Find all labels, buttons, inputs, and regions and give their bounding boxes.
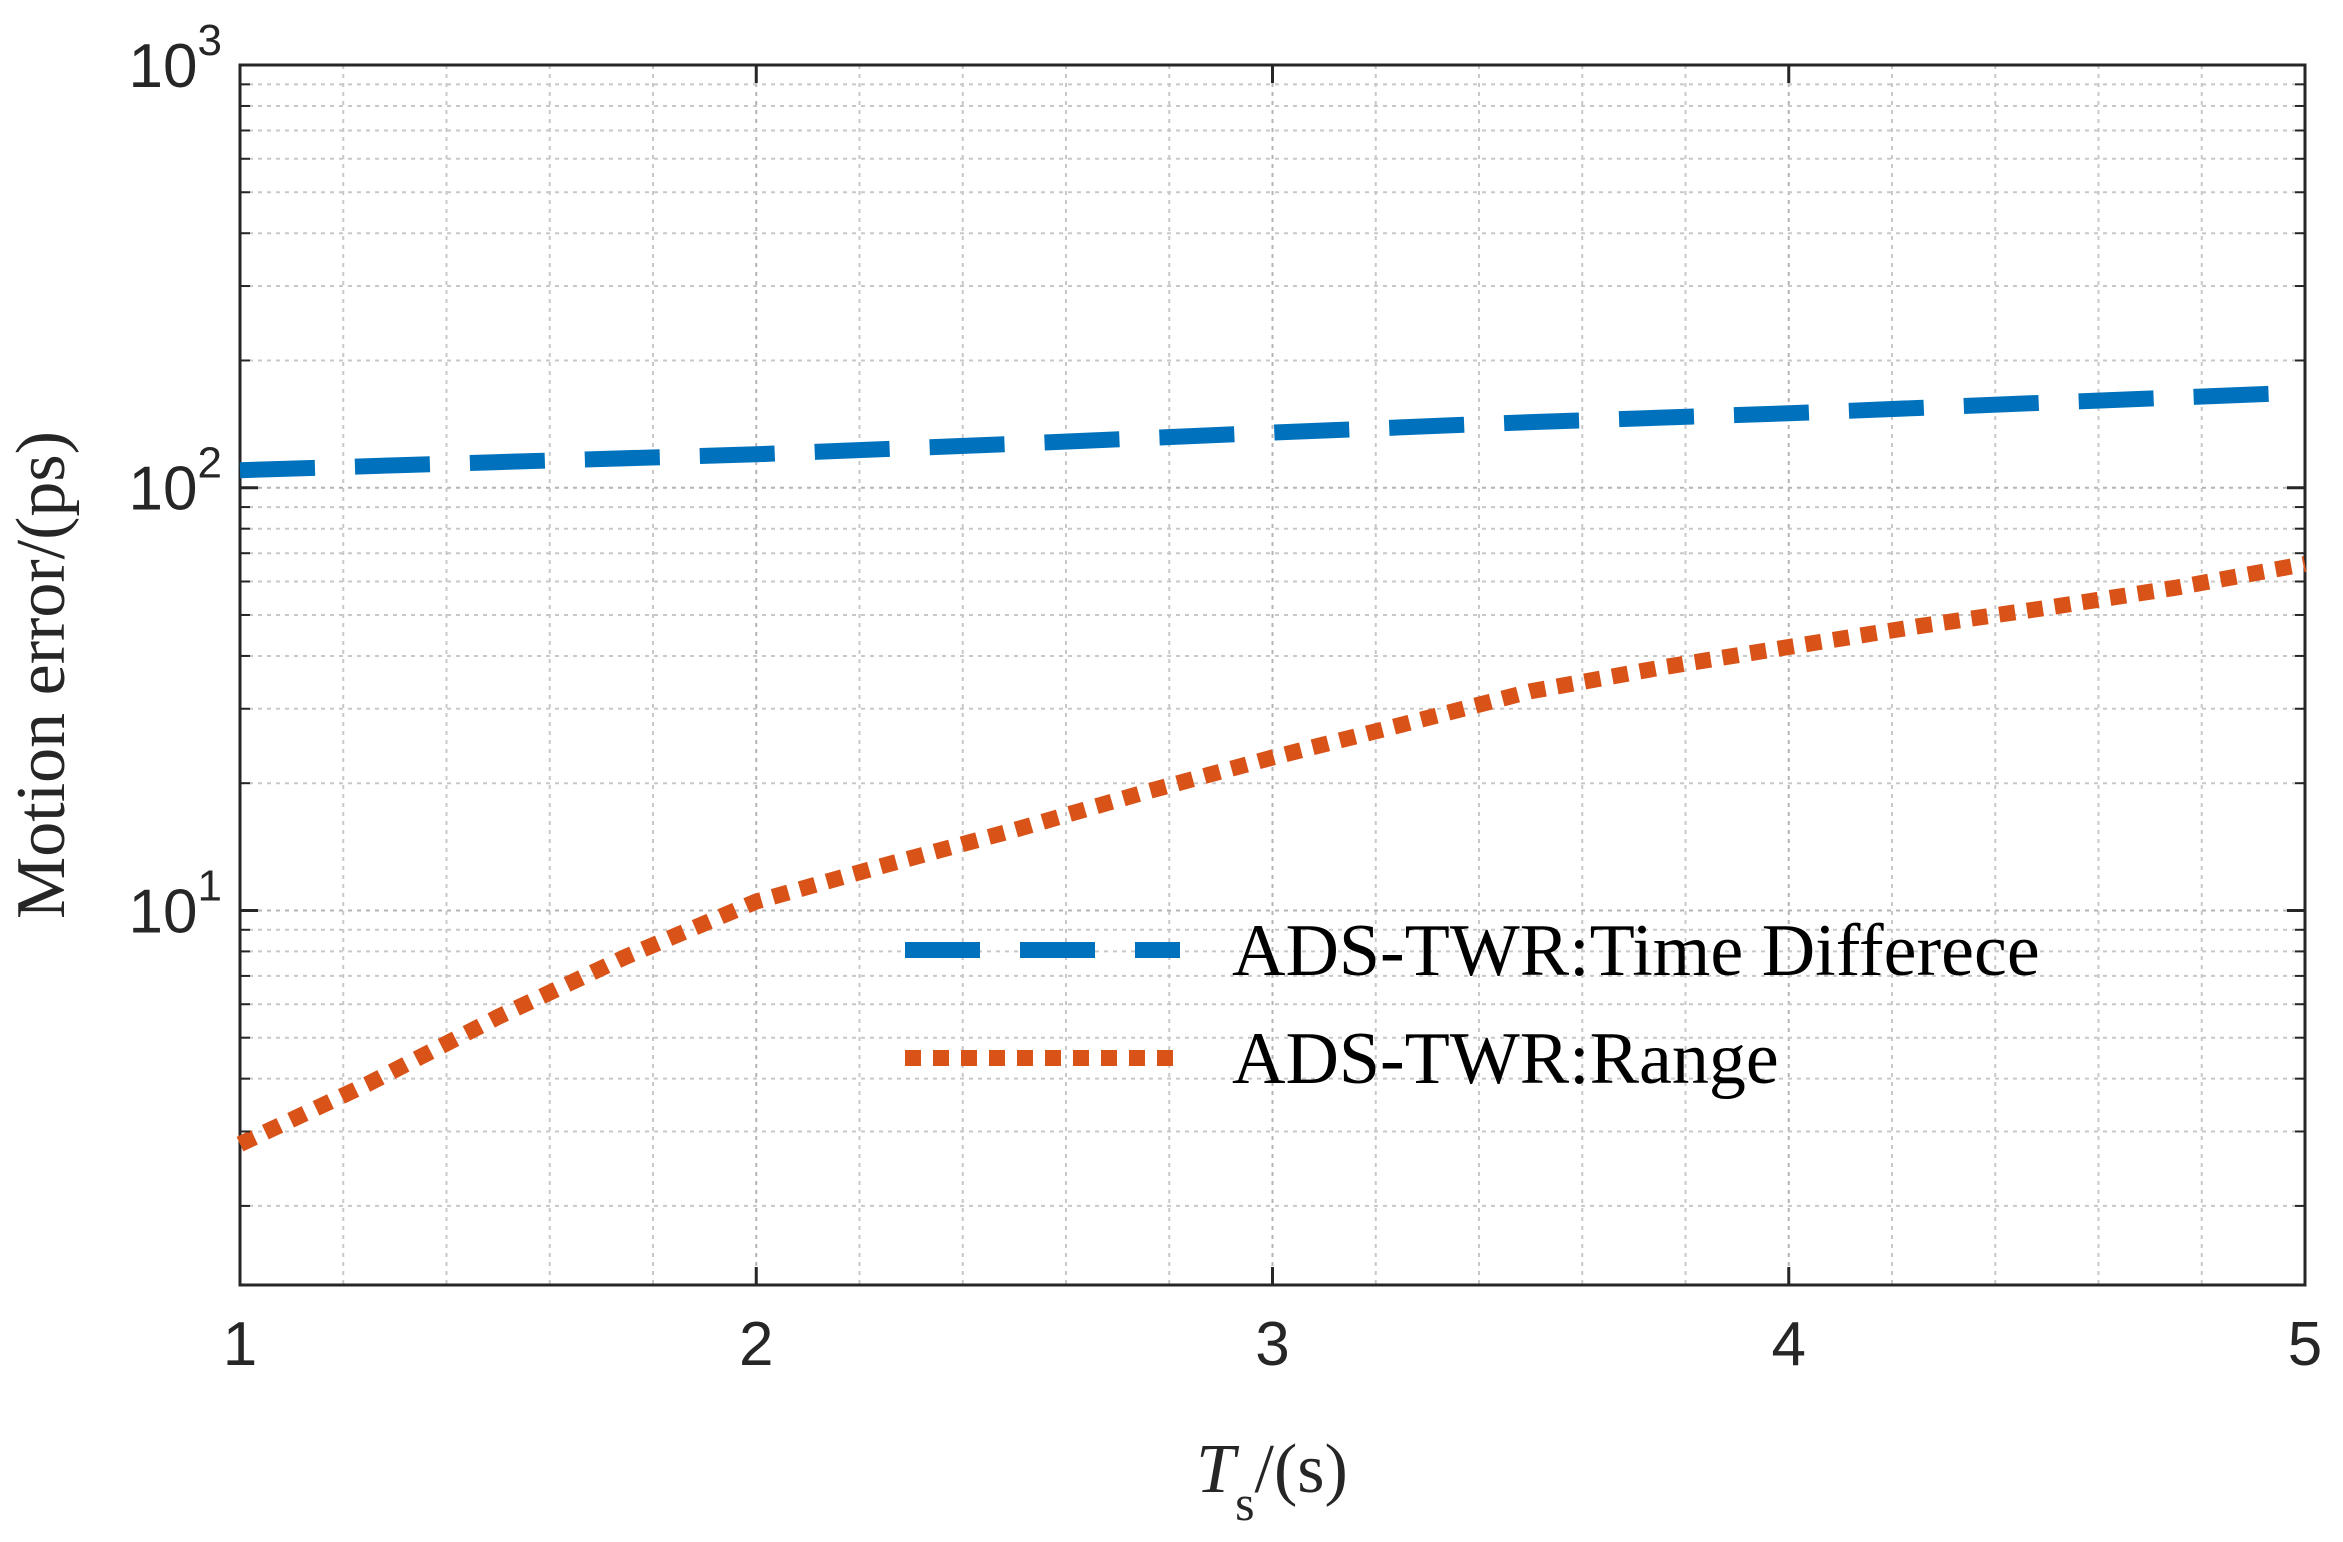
y-tick-label: 102 bbox=[129, 439, 222, 524]
legend: ADS-TWR:Time Differece ADS-TWR:Range bbox=[905, 910, 2040, 1100]
x-tick-label: 3 bbox=[1255, 1310, 1289, 1379]
series-line-range bbox=[236, 556, 2307, 1152]
x-tick-label: 1 bbox=[223, 1310, 257, 1379]
x-tick-label: 2 bbox=[739, 1310, 773, 1379]
x-axis-symbol: T bbox=[1196, 1431, 1240, 1508]
y-tick-label: 103 bbox=[129, 16, 222, 101]
grid bbox=[240, 65, 2305, 1285]
x-tick-label: 4 bbox=[1772, 1310, 1806, 1379]
x-tick-label: 5 bbox=[2288, 1310, 2322, 1379]
legend-label-range: ADS-TWR:Range bbox=[1232, 1018, 1779, 1100]
legend-label-time-difference: ADS-TWR:Time Differece bbox=[1232, 910, 2040, 992]
x-axis-label: Ts/(s) bbox=[1196, 1431, 1348, 1531]
ticks: 1 2 3 4 5 101 102 103 bbox=[129, 16, 2323, 1379]
y-tick-label: 101 bbox=[129, 861, 222, 946]
x-axis-unit: /(s) bbox=[1255, 1431, 1348, 1508]
y-axis-label: Motion error/(ps) bbox=[3, 431, 80, 919]
series-group bbox=[236, 384, 2307, 1152]
x-axis-subscript: s bbox=[1235, 1475, 1254, 1531]
